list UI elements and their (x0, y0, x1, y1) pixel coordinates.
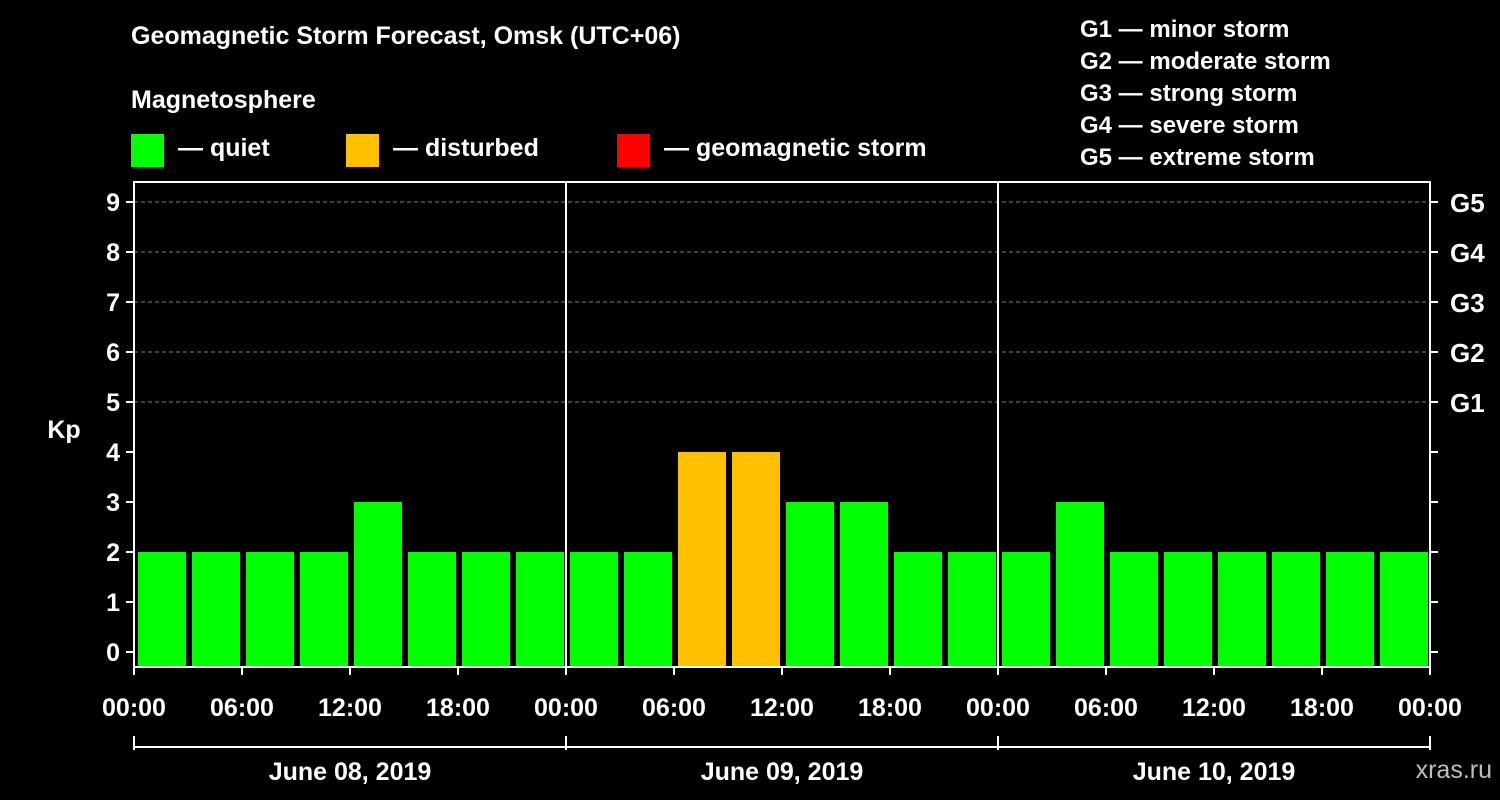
right-label-g3: G3 (1450, 288, 1485, 318)
day-label-2: June 10, 2019 (1133, 758, 1296, 786)
bar-3 (300, 552, 348, 667)
y-tick-label-4: 4 (106, 439, 120, 467)
g-legend-g4: G4 — severe storm (1080, 112, 1299, 139)
bar-14 (894, 552, 942, 667)
legend-quiet-swatch (131, 134, 164, 167)
bar-10 (678, 452, 726, 667)
g-legend-g5: G5 — extreme storm (1080, 144, 1315, 171)
y-tick-label-1: 1 (106, 589, 120, 617)
g-scale-legend: G1 — minor storm G2 — moderate storm G3 … (1080, 14, 1331, 174)
magnetosphere-label: Magnetosphere (131, 86, 316, 114)
right-label-g2: G2 (1450, 338, 1485, 368)
bar-21 (1272, 552, 1320, 667)
bar-4 (354, 502, 402, 667)
y-tick-label-7: 7 (106, 289, 120, 317)
y-tick-label-2: 2 (106, 539, 120, 567)
x-tick-label-2: 12:00 (318, 694, 382, 722)
x-tick-label-3: 18:00 (426, 694, 490, 722)
g-legend-g3: G3 — strong storm (1080, 80, 1298, 107)
x-tick-label-10: 12:00 (1182, 694, 1246, 722)
bar-13 (840, 502, 888, 667)
day-label-1: June 09, 2019 (701, 758, 864, 786)
bar-0 (138, 552, 186, 667)
right-label-g5: G5 (1450, 188, 1485, 218)
y-tick-label-0: 0 (106, 639, 120, 667)
bar-5 (408, 552, 456, 667)
legend-storm-swatch (617, 134, 650, 167)
y-tick-label-8: 8 (106, 239, 120, 267)
legend-disturbed-swatch (346, 134, 379, 167)
right-label-g4: G4 (1450, 238, 1485, 268)
y-tick-label-3: 3 (106, 489, 120, 517)
legend-quiet-label: — quiet (178, 134, 270, 162)
day-label-0: June 08, 2019 (269, 758, 432, 786)
x-tick-label-6: 12:00 (750, 694, 814, 722)
y-axis-label: Kp (47, 416, 80, 444)
x-tick-label-1: 06:00 (210, 694, 274, 722)
x-tick-label-12: 00:00 (1398, 694, 1462, 722)
bar-16 (1002, 552, 1050, 667)
bar-2 (246, 552, 294, 667)
bar-18 (1110, 552, 1158, 667)
legend-disturbed-label: — disturbed (393, 134, 539, 162)
bar-19 (1164, 552, 1212, 667)
right-label-g1: G1 (1450, 388, 1485, 418)
bar-8 (570, 552, 618, 667)
bar-15 (948, 552, 996, 667)
x-tick-label-9: 06:00 (1074, 694, 1138, 722)
bar-20 (1218, 552, 1266, 667)
legend-storm-label: — geomagnetic storm (664, 134, 927, 162)
y-tick-label-6: 6 (106, 339, 120, 367)
bar-6 (462, 552, 510, 667)
y-tick-label-9: 9 (106, 189, 120, 217)
bar-17 (1056, 502, 1104, 667)
credit-label: xras.ru (1415, 756, 1492, 784)
y-tick-label-5: 5 (106, 389, 120, 417)
x-tick-label-7: 18:00 (858, 694, 922, 722)
bar-11 (732, 452, 780, 667)
bar-22 (1326, 552, 1374, 667)
x-tick-label-8: 00:00 (966, 694, 1030, 722)
bar-7 (516, 552, 564, 667)
bar-12 (786, 502, 834, 667)
bar-9 (624, 552, 672, 667)
x-tick-label-11: 18:00 (1290, 694, 1354, 722)
x-tick-label-5: 06:00 (642, 694, 706, 722)
chart-title: Geomagnetic Storm Forecast, Omsk (UTC+06… (131, 22, 681, 50)
x-tick-label-0: 00:00 (102, 694, 166, 722)
bar-23 (1380, 552, 1428, 667)
bar-1 (192, 552, 240, 667)
x-tick-label-4: 00:00 (534, 694, 598, 722)
g-legend-g2: G2 — moderate storm (1080, 48, 1331, 75)
g-legend-g1: G1 — minor storm (1080, 16, 1290, 43)
